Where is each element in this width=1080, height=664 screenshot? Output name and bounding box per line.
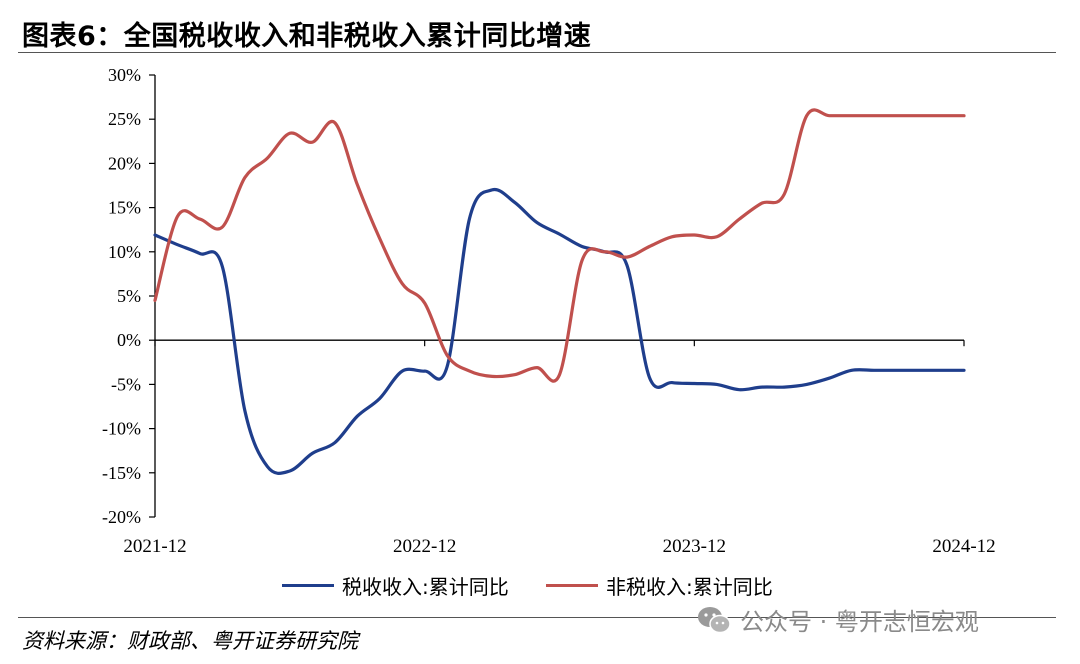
legend-label-tax: 税收收入:累计同比 [342, 574, 509, 599]
y-tick-label: -5% [111, 374, 141, 394]
series-line-nontax [153, 108, 966, 383]
y-tick-label: 15% [108, 198, 141, 218]
legend-swatch-tax [282, 583, 334, 587]
legend-swatch-nontax [546, 583, 598, 587]
watermark-text: 公众号 · 粤开志恒宏观 [740, 608, 979, 636]
watermark: 公众号 · 粤开志恒宏观 [696, 602, 979, 637]
chart-title: 图表6：全国税收收入和非税收入累计同比增速 [22, 21, 592, 52]
legend-label-nontax: 非税收入:累计同比 [606, 574, 773, 599]
y-tick-label: -15% [102, 463, 141, 483]
y-tick-label: 10% [108, 242, 141, 262]
y-tick-label: 0% [117, 330, 141, 350]
y-tick-label: 5% [117, 286, 141, 306]
y-tick-label: 25% [108, 109, 141, 129]
chart-series [153, 108, 966, 475]
y-tick-label: 30% [108, 65, 141, 85]
source-note: 资料来源：财政部、粤开证券研究院 [22, 629, 358, 653]
series-line-tax [153, 187, 966, 475]
chart-axes: -20% -15% -10% -5% 0% 5% 10% 15% 20% 25% 30% 2021-1… [102, 65, 996, 557]
y-tick-label: -10% [102, 419, 141, 439]
x-tick-label: 2024-12 [932, 536, 995, 557]
wechat-icon [698, 606, 731, 633]
y-tick-label: -20% [102, 507, 141, 527]
legend-item-nontax: 非税收入:累计同比 [546, 570, 773, 600]
source-divider [18, 617, 1056, 618]
x-tick-label: 2023-12 [663, 536, 726, 557]
chart-legend: 税收收入:累计同比 非税收入:累计同比 [0, 570, 1080, 600]
y-tick-label: 20% [108, 153, 141, 173]
x-tick-label: 2021-12 [123, 536, 186, 557]
legend-item-tax: 税收收入:累计同比 [282, 570, 509, 600]
title-divider [18, 52, 1056, 53]
x-tick-label: 2022-12 [393, 536, 456, 557]
